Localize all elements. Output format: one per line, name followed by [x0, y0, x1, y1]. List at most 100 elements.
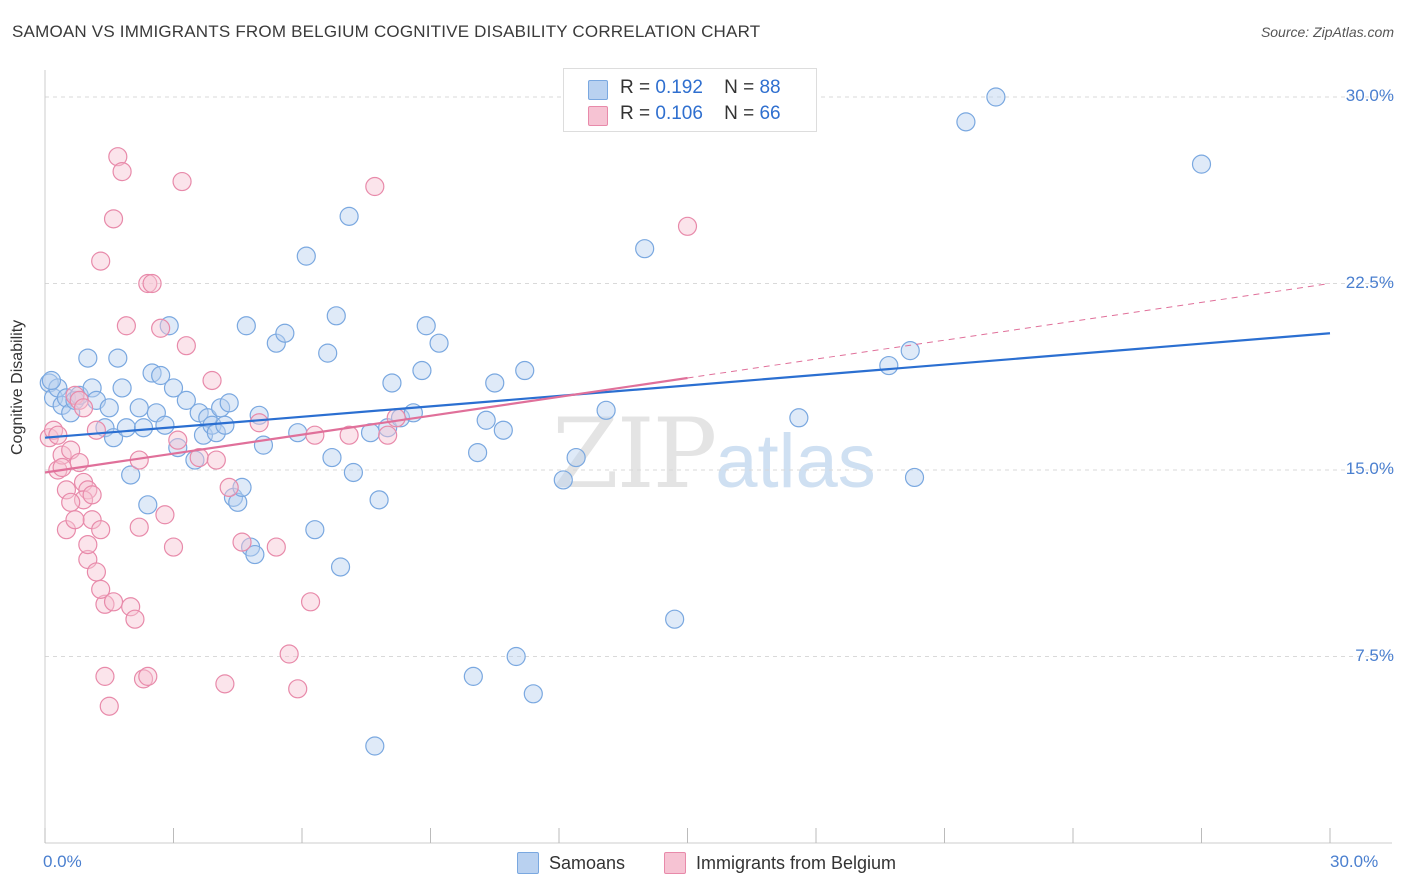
belgium-point-27 — [168, 430, 188, 450]
legend-samoans-swatch — [517, 852, 539, 874]
belgium-point-51 — [78, 534, 98, 555]
belgium-trend-line — [44, 376, 688, 474]
belgium-point-59 — [91, 251, 111, 271]
x-tick-label-1: 30.0% — [1330, 852, 1379, 871]
samoans-r-value: 0.192 — [655, 77, 703, 98]
trend-lines — [44, 283, 1331, 474]
legend-item-belgium[interactable]: Immigrants from Belgium — [664, 852, 896, 874]
samoans-point-8 — [78, 348, 98, 368]
belgium-point-35 — [232, 532, 252, 552]
belgium-trend-extension — [687, 283, 1331, 379]
r-label: R = — [620, 103, 651, 124]
samoans-point-86 — [1191, 154, 1212, 174]
samoans-point-12 — [99, 398, 119, 418]
belgium-swatch — [588, 106, 608, 126]
belgium-point-63 — [677, 216, 698, 236]
legend-item-samoans[interactable]: Samoans — [517, 852, 625, 874]
samoans-point-52 — [322, 447, 342, 468]
samoans-point-28 — [176, 390, 196, 410]
legend-belgium-label: Immigrants from Belgium — [696, 852, 897, 873]
belgium-point-53 — [61, 492, 81, 512]
samoans-point-9 — [82, 378, 102, 398]
legend: Samoans Immigrants from Belgium — [0, 852, 1406, 878]
samoans-point-75 — [553, 470, 573, 490]
belgium-point-17 — [112, 162, 132, 182]
y-tick-label-0: 7.5% — [1355, 645, 1394, 665]
belgium-point-26 — [163, 537, 184, 557]
belgium-point-16 — [108, 147, 128, 167]
samoans-trend-line — [44, 332, 1331, 439]
r-label: R = — [620, 77, 651, 98]
source-label: Source: ZipAtlas.com — [1260, 24, 1394, 40]
legend-belgium-swatch — [664, 852, 686, 874]
belgium-point-57 — [138, 666, 158, 686]
belgium-point-47 — [86, 562, 107, 582]
samoans-point-61 — [382, 373, 402, 393]
belgium-point-25 — [155, 505, 175, 525]
samoans-swatch — [588, 80, 608, 100]
samoans-point-68 — [468, 442, 488, 463]
samoans-point-51 — [318, 343, 338, 363]
samoans-point-67 — [463, 666, 483, 686]
samoans-point-58 — [365, 736, 385, 756]
samoans-point-55 — [339, 206, 359, 226]
samoans-point-19 — [133, 418, 154, 438]
belgium-point-11 — [86, 420, 107, 440]
belgium-point-32 — [206, 450, 226, 470]
samoans-point-26 — [163, 378, 184, 398]
belgium-point-24 — [151, 318, 171, 338]
belgium-point-38 — [279, 644, 299, 664]
belgium-point-29 — [176, 336, 196, 356]
samoans-point-64 — [412, 360, 432, 381]
belgium-point-36 — [249, 413, 269, 433]
samoans-point-85 — [986, 87, 1006, 107]
samoans-point-65 — [416, 316, 436, 336]
belgium-r-value: 0.106 — [655, 103, 703, 124]
belgium-point-22 — [138, 273, 158, 294]
samoans-n-value: 88 — [759, 77, 781, 98]
samoans-point-84 — [956, 112, 976, 132]
samoans-point-69 — [476, 410, 496, 430]
belgium-point-4 — [56, 480, 77, 500]
belgium-point-14 — [99, 696, 119, 716]
watermark-zip: ZIP — [552, 398, 717, 510]
samoans-point-81 — [879, 355, 899, 376]
belgium-point-55 — [65, 510, 85, 530]
stats-row-samoans: R = 0.192 N = 88 — [588, 77, 781, 100]
belgium-point-18 — [116, 316, 136, 336]
samoans-point-37 — [219, 393, 239, 413]
samoans-point-87 — [41, 370, 62, 391]
belgium-point-34 — [219, 477, 239, 498]
belgium-point-62 — [52, 457, 72, 478]
samoans-point-18 — [129, 398, 149, 418]
samoans-point-83 — [904, 467, 925, 488]
samoans-point-79 — [665, 609, 685, 629]
belgium-point-33 — [215, 674, 235, 694]
watermark: ZIPatlas — [552, 398, 876, 510]
samoans-point-71 — [493, 420, 513, 440]
belgium-point-28 — [172, 171, 192, 192]
samoans-point-70 — [485, 373, 505, 393]
gridlines — [45, 96, 1392, 657]
belgium-point-15 — [103, 209, 124, 229]
y-tick-label-3: 30.0% — [1345, 86, 1394, 105]
samoans-point-47 — [275, 323, 295, 343]
samoans-point-59 — [369, 490, 389, 510]
samoans-point-49 — [296, 246, 316, 266]
samoans-point-54 — [330, 557, 351, 577]
belgium-point-58 — [103, 592, 124, 612]
belgium-point-41 — [305, 425, 325, 445]
y-tick-label-1: 15.0% — [1345, 459, 1394, 478]
stats-box: R = 0.192 N = 88 R = 0.106 N = 66 — [563, 68, 817, 132]
belgium-point-45 — [386, 408, 406, 428]
samoans-point-41 — [236, 316, 256, 336]
samoans-point-73 — [515, 360, 535, 381]
legend-samoans-label: Samoans — [549, 852, 626, 873]
samoans-point-50 — [305, 520, 325, 540]
samoans-point-80 — [789, 408, 809, 428]
belgium-point-61 — [73, 398, 94, 418]
samoans-point-56 — [343, 462, 363, 483]
samoans-points — [39, 87, 1212, 756]
watermark-atlas: atlas — [715, 419, 876, 504]
